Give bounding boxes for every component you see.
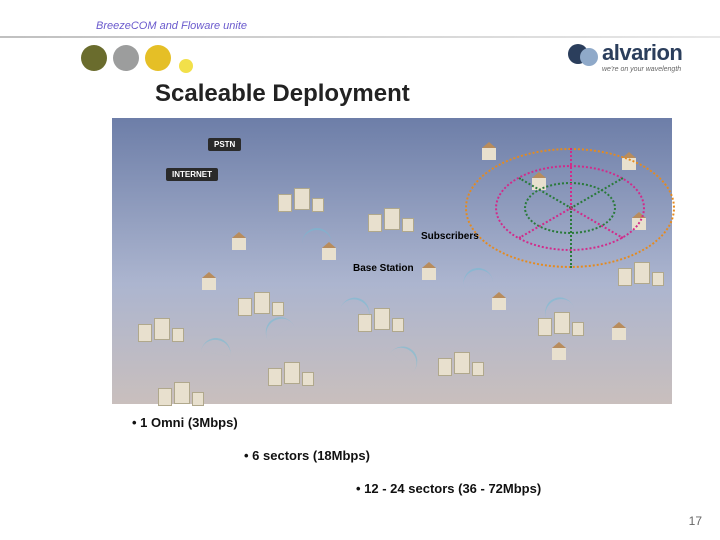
building-cluster (272, 184, 332, 224)
sector-spoke (570, 208, 572, 268)
building-cluster (132, 314, 192, 354)
sector-spoke (570, 148, 572, 208)
pstn-label: PSTN (208, 138, 241, 151)
header-tagline: BreezeCOM and Floware unite (96, 20, 247, 32)
building-cluster (262, 358, 322, 398)
building-cluster (152, 378, 212, 418)
building-cluster (432, 348, 492, 388)
building-cluster (612, 258, 672, 298)
bullet-3: • 12 - 24 sectors (36 - 72Mbps) (356, 481, 692, 496)
accent-dot (145, 45, 171, 71)
logo-subtext: we're on your wavelength (602, 66, 681, 73)
illustration: PSTN INTERNET Subscribers Base Station (112, 118, 672, 404)
wave-icon (461, 266, 493, 287)
building-cluster (362, 204, 422, 244)
accent-dot (113, 45, 139, 71)
internet-label: INTERNET (166, 168, 218, 181)
house-icon (552, 348, 566, 360)
bullet-1: • 1 Omni (3Mbps) (132, 415, 692, 430)
accent-dot (179, 59, 193, 73)
house-icon (322, 248, 336, 260)
house-icon (482, 148, 496, 160)
subscribers-label: Subscribers (418, 230, 482, 243)
logo: alvarion we're on your wavelength (564, 40, 694, 84)
house-icon (232, 238, 246, 250)
logo-text: alvarion (602, 40, 682, 66)
accent-dot (81, 45, 107, 71)
header-divider (0, 36, 720, 38)
bullet-list: • 1 Omni (3Mbps) • 6 sectors (18Mbps) • … (112, 415, 692, 496)
page-number: 17 (689, 514, 702, 528)
slide: BreezeCOM and Floware unite alvarion we'… (0, 0, 720, 540)
house-icon (202, 278, 216, 290)
base-station-label: Base Station (350, 262, 417, 275)
wave-icon (302, 228, 332, 244)
house-icon (612, 328, 626, 340)
bullet-2: • 6 sectors (18Mbps) (244, 448, 692, 463)
house-icon (422, 268, 436, 280)
logo-mark (564, 42, 600, 78)
house-icon (492, 298, 506, 310)
page-title: Scaleable Deployment (155, 80, 410, 108)
wave-icon (390, 340, 423, 372)
wave-icon (201, 336, 233, 357)
